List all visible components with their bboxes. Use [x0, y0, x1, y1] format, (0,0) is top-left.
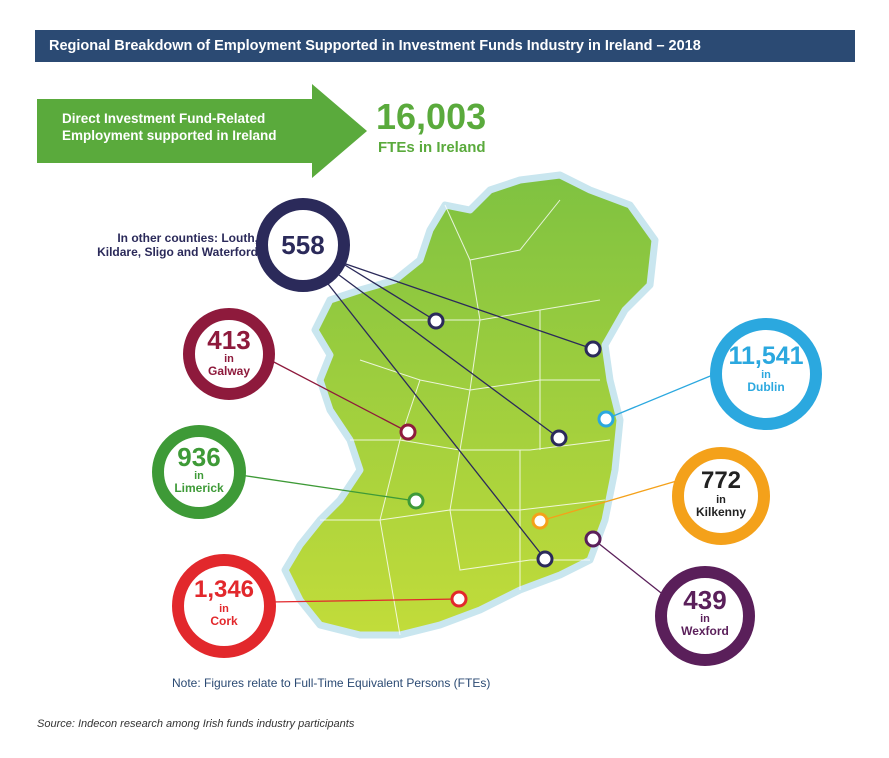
bubble-kilkenny-in: in [716, 494, 726, 506]
marker-kilkenny [531, 512, 549, 530]
bubble-wexford-value: 439 [683, 585, 727, 615]
source-text: Source: Indecon research among Irish fun… [37, 718, 355, 730]
bubble-wexford: 439 in Wexford [655, 566, 755, 666]
arrow-text: Direct Investment Fund-Related Employmen… [62, 111, 277, 143]
marker-galway [399, 423, 417, 441]
bubble-other: 558 [256, 198, 350, 292]
marker-kildare [550, 429, 568, 447]
bubble-limerick: 936 in Limerick [152, 425, 246, 519]
title-bar: Regional Breakdown of Employment Support… [35, 30, 855, 62]
bubble-galway-place: Galway [207, 364, 251, 378]
other-counties-label: In other counties: Louth, Kildare, Sligo… [97, 231, 258, 259]
bubble-limerick-in: in [194, 470, 204, 482]
marker-cork [450, 590, 468, 608]
bubble-cork-value: 1,346 [193, 576, 255, 603]
bubble-wexford-in: in [700, 613, 710, 625]
bubble-other-value: 558 [281, 230, 325, 260]
bubble-dublin-value: 11,541 [728, 342, 804, 370]
bubble-limerick-value: 936 [177, 442, 221, 472]
bubble-wexford-place: Wexford [681, 624, 729, 638]
bubble-cork: 1,346 in Cork [172, 554, 276, 658]
marker-sligo [427, 312, 445, 330]
total-fte: 16,003 [376, 96, 487, 137]
bubble-dublin-place: Dublin [747, 380, 785, 394]
bubble-galway-value: 413 [207, 325, 251, 355]
bubble-cork-in: in [219, 603, 229, 615]
bubble-galway: 413 in Galway [183, 308, 275, 400]
bubble-kilkenny: 772 in Kilkenny [672, 447, 770, 545]
marker-limerick [407, 492, 425, 510]
marker-waterford [536, 550, 554, 568]
arrow-banner [37, 84, 367, 178]
bubble-dublin: 11,541 in Dublin [710, 318, 822, 430]
bubble-limerick-place: Limerick [174, 481, 224, 495]
bubble-kilkenny-place: Kilkenny [695, 505, 746, 519]
connector-lines [239, 261, 721, 603]
location-markers [399, 312, 615, 608]
marker-louth [584, 340, 602, 358]
marker-dublin [597, 410, 615, 428]
total-fte-label: FTEs in Ireland [378, 139, 486, 156]
footnote: Note: Figures relate to Full-Time Equiva… [172, 676, 491, 690]
bubble-galway-in: in [224, 353, 234, 365]
marker-wexford [584, 530, 602, 548]
bubble-dublin-in: in [761, 369, 771, 381]
bubble-kilkenny-value: 772 [700, 467, 742, 494]
bubble-cork-place: Cork [210, 614, 238, 628]
